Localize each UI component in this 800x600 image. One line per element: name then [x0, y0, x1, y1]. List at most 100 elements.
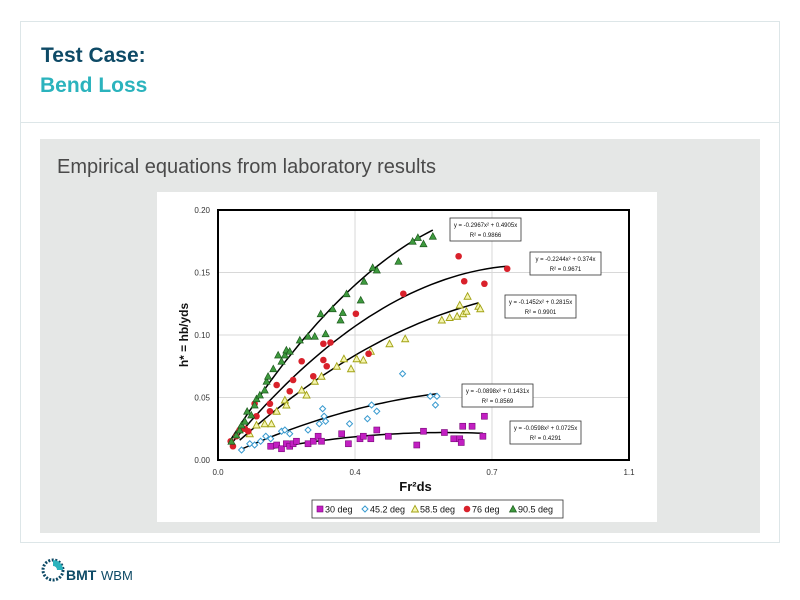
- slide-title: Test Case:: [41, 44, 146, 67]
- data-point: [339, 354, 349, 363]
- trendline-equation: y = -0.2967x² + 0.4905x: [454, 223, 517, 229]
- trendline-r-squared: R² = 0.8569: [482, 399, 514, 405]
- data-point: [359, 355, 368, 364]
- legend-box: [311, 499, 564, 519]
- data-point: [367, 435, 375, 443]
- x-tick-label: 0.7: [486, 468, 498, 477]
- data-point: [252, 394, 261, 403]
- trendline-equation: y = -0.0898x² + 0.1431x: [466, 389, 529, 395]
- logo-division: WBM: [101, 568, 133, 583]
- data-point: [481, 280, 488, 288]
- data-point: [318, 437, 325, 445]
- slide-frame: [20, 21, 780, 543]
- data-point: [356, 295, 365, 304]
- equation-box: [529, 251, 602, 276]
- data-point: [394, 257, 403, 265]
- data-point: [247, 410, 256, 419]
- data-point: [309, 437, 317, 445]
- data-point: [314, 432, 322, 440]
- data-point: [363, 415, 372, 423]
- data-point: [413, 233, 422, 241]
- y-tick-label: 0.20: [194, 206, 210, 215]
- data-point: [368, 263, 377, 271]
- data-point: [321, 329, 330, 338]
- data-point: [327, 339, 334, 346]
- data-point: [282, 400, 291, 409]
- data-point: [345, 440, 352, 448]
- trendline-equation: y = -0.2244x² + 0.374x: [535, 257, 595, 263]
- data-point: [273, 381, 280, 389]
- data-point: [352, 310, 360, 318]
- data-point: [274, 350, 283, 359]
- data-point: [320, 340, 327, 348]
- data-point: [318, 405, 327, 413]
- y-tick-label: 0.15: [194, 269, 210, 278]
- data-point: [266, 400, 274, 408]
- data-point: [321, 417, 330, 425]
- data-point: [336, 315, 345, 324]
- data-point: [309, 372, 317, 380]
- data-point: [260, 419, 269, 428]
- data-point: [267, 442, 274, 450]
- data-point: [452, 311, 462, 320]
- data-point: [455, 300, 464, 309]
- data-point: [278, 445, 285, 453]
- chart-container: 0.00 0.05 0.10 0.15 0.20 0.0 0.4 0.7 1.1 Fr²ds h* …: [157, 192, 657, 522]
- data-point: [286, 430, 294, 438]
- scatter-chart: 0.00 0.05 0.10 0.15 0.20 0.0 0.4 0.7 1.1 Fr²ds h* …: [177, 206, 635, 519]
- data-point: [250, 441, 259, 449]
- data-point: [250, 400, 259, 409]
- data-point: [272, 406, 281, 415]
- data-point: [255, 390, 264, 399]
- data-point: [457, 439, 465, 446]
- data-point: [280, 350, 289, 359]
- data-point: [400, 290, 407, 298]
- data-point: [459, 422, 467, 430]
- data-point: [428, 232, 437, 240]
- trendline-r-squared: R² = 0.9901: [525, 310, 557, 316]
- data-point: [232, 430, 241, 439]
- bmt-logo-icon: [41, 558, 65, 582]
- data-point: [316, 309, 325, 318]
- data-point: [433, 392, 441, 400]
- data-point: [266, 407, 274, 415]
- legend-marker: [463, 505, 471, 513]
- data-point: [479, 432, 487, 440]
- legend-marker: [361, 505, 369, 513]
- trendline-r-squared: R² = 0.9866: [470, 233, 502, 239]
- x-tick-label: 0.4: [349, 468, 361, 477]
- data-point: [304, 426, 312, 434]
- data-point: [398, 370, 407, 378]
- data-point: [503, 265, 511, 273]
- data-point: [413, 441, 421, 449]
- data-point: [315, 420, 323, 428]
- legend-label: 90.5 deg: [518, 505, 553, 515]
- data-point: [317, 371, 326, 380]
- legend-label: 76 deg: [472, 505, 500, 515]
- equation-box: [449, 217, 522, 242]
- data-point: [463, 291, 472, 300]
- trendline-equation: y = -0.1452x² + 0.2815x: [509, 300, 572, 306]
- data-point: [385, 339, 394, 348]
- data-point: [408, 237, 417, 245]
- data-point: [431, 401, 440, 409]
- data-point: [373, 407, 381, 415]
- data-point: [450, 435, 458, 443]
- y-tick-label: 0.10: [194, 331, 210, 340]
- data-point: [338, 430, 345, 438]
- legend-marker: [316, 505, 324, 513]
- data-point: [323, 362, 331, 370]
- data-point: [227, 437, 236, 445]
- legend-label: 30 deg: [325, 505, 353, 515]
- data-point: [345, 420, 354, 428]
- data-point: [367, 401, 376, 409]
- data-point: [426, 392, 434, 400]
- data-point: [256, 437, 265, 445]
- y-tick-label: 0.05: [194, 394, 210, 403]
- legend-label: 45.2 deg: [370, 505, 405, 515]
- data-point: [266, 435, 275, 443]
- plot-area-border: [217, 209, 630, 461]
- data-point: [476, 304, 485, 313]
- data-point: [342, 289, 351, 298]
- slide-subtitle-title: Bend Loss: [40, 74, 148, 97]
